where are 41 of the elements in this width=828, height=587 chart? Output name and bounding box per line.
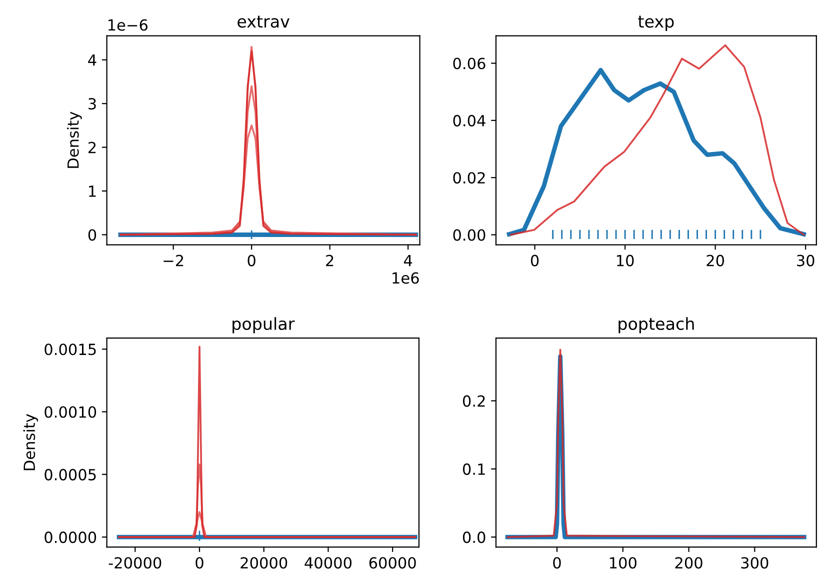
text: 1e6 xyxy=(392,272,419,284)
x-tick-label: 40000 xyxy=(304,557,352,569)
y-tick-label: 0.04 xyxy=(453,114,486,126)
y-tick-label: 2 xyxy=(88,142,96,154)
x-tick-label: -20000 xyxy=(108,557,162,569)
y-tick-label: 1 xyxy=(89,186,96,197)
y-tick-label: 0.00 xyxy=(453,229,486,241)
x-tick-label: 10 xyxy=(617,254,634,266)
y-tick-label: 0.0010 xyxy=(44,406,96,418)
x-tick-label: 0 xyxy=(248,254,256,266)
y-tick-label: 0.0005 xyxy=(44,468,96,480)
y-tick-label: 3 xyxy=(88,98,96,110)
x-tick-label: 300 xyxy=(741,557,768,569)
y-tick-label: 0.2 xyxy=(462,395,485,407)
x-tick-label: −2 xyxy=(164,254,184,266)
x-tick-label: 30 xyxy=(797,254,814,266)
x-tick-label: 20 xyxy=(706,254,724,266)
y-tick-label: 0.02 xyxy=(453,172,485,184)
chart-title: extrav xyxy=(238,16,290,28)
x-tick-label: 20000 xyxy=(240,557,288,569)
x-tick-label: 4 xyxy=(404,254,412,266)
x-tick-label: 0 xyxy=(196,557,204,569)
x-tick-label: 0 xyxy=(553,557,561,569)
y-tick-label: 0.0015 xyxy=(44,344,96,356)
y-axis-title: Density xyxy=(23,414,38,470)
y-tick-label: 0.0 xyxy=(462,532,486,544)
y-tick-label: 0 xyxy=(88,229,96,241)
chart-title: popteach xyxy=(618,317,694,334)
x-tick-label: 100 xyxy=(610,557,636,569)
y-axis-title: Density xyxy=(67,112,82,168)
x-tick-label: 0 xyxy=(530,254,539,266)
y-tick-label: 0.0000 xyxy=(44,532,96,544)
x-tick-label: 2 xyxy=(326,254,334,266)
y-tick-label: 4 xyxy=(88,54,96,66)
chart-title: texp xyxy=(638,16,674,31)
text: 1e−6 xyxy=(108,19,148,31)
y-tick-label: 0.1 xyxy=(462,463,485,475)
x-tick-label: 60000 xyxy=(369,557,416,569)
chart-title: popular xyxy=(232,317,295,334)
x-tick-label: 200 xyxy=(675,557,702,569)
y-tick-label: 0.06 xyxy=(453,58,486,70)
